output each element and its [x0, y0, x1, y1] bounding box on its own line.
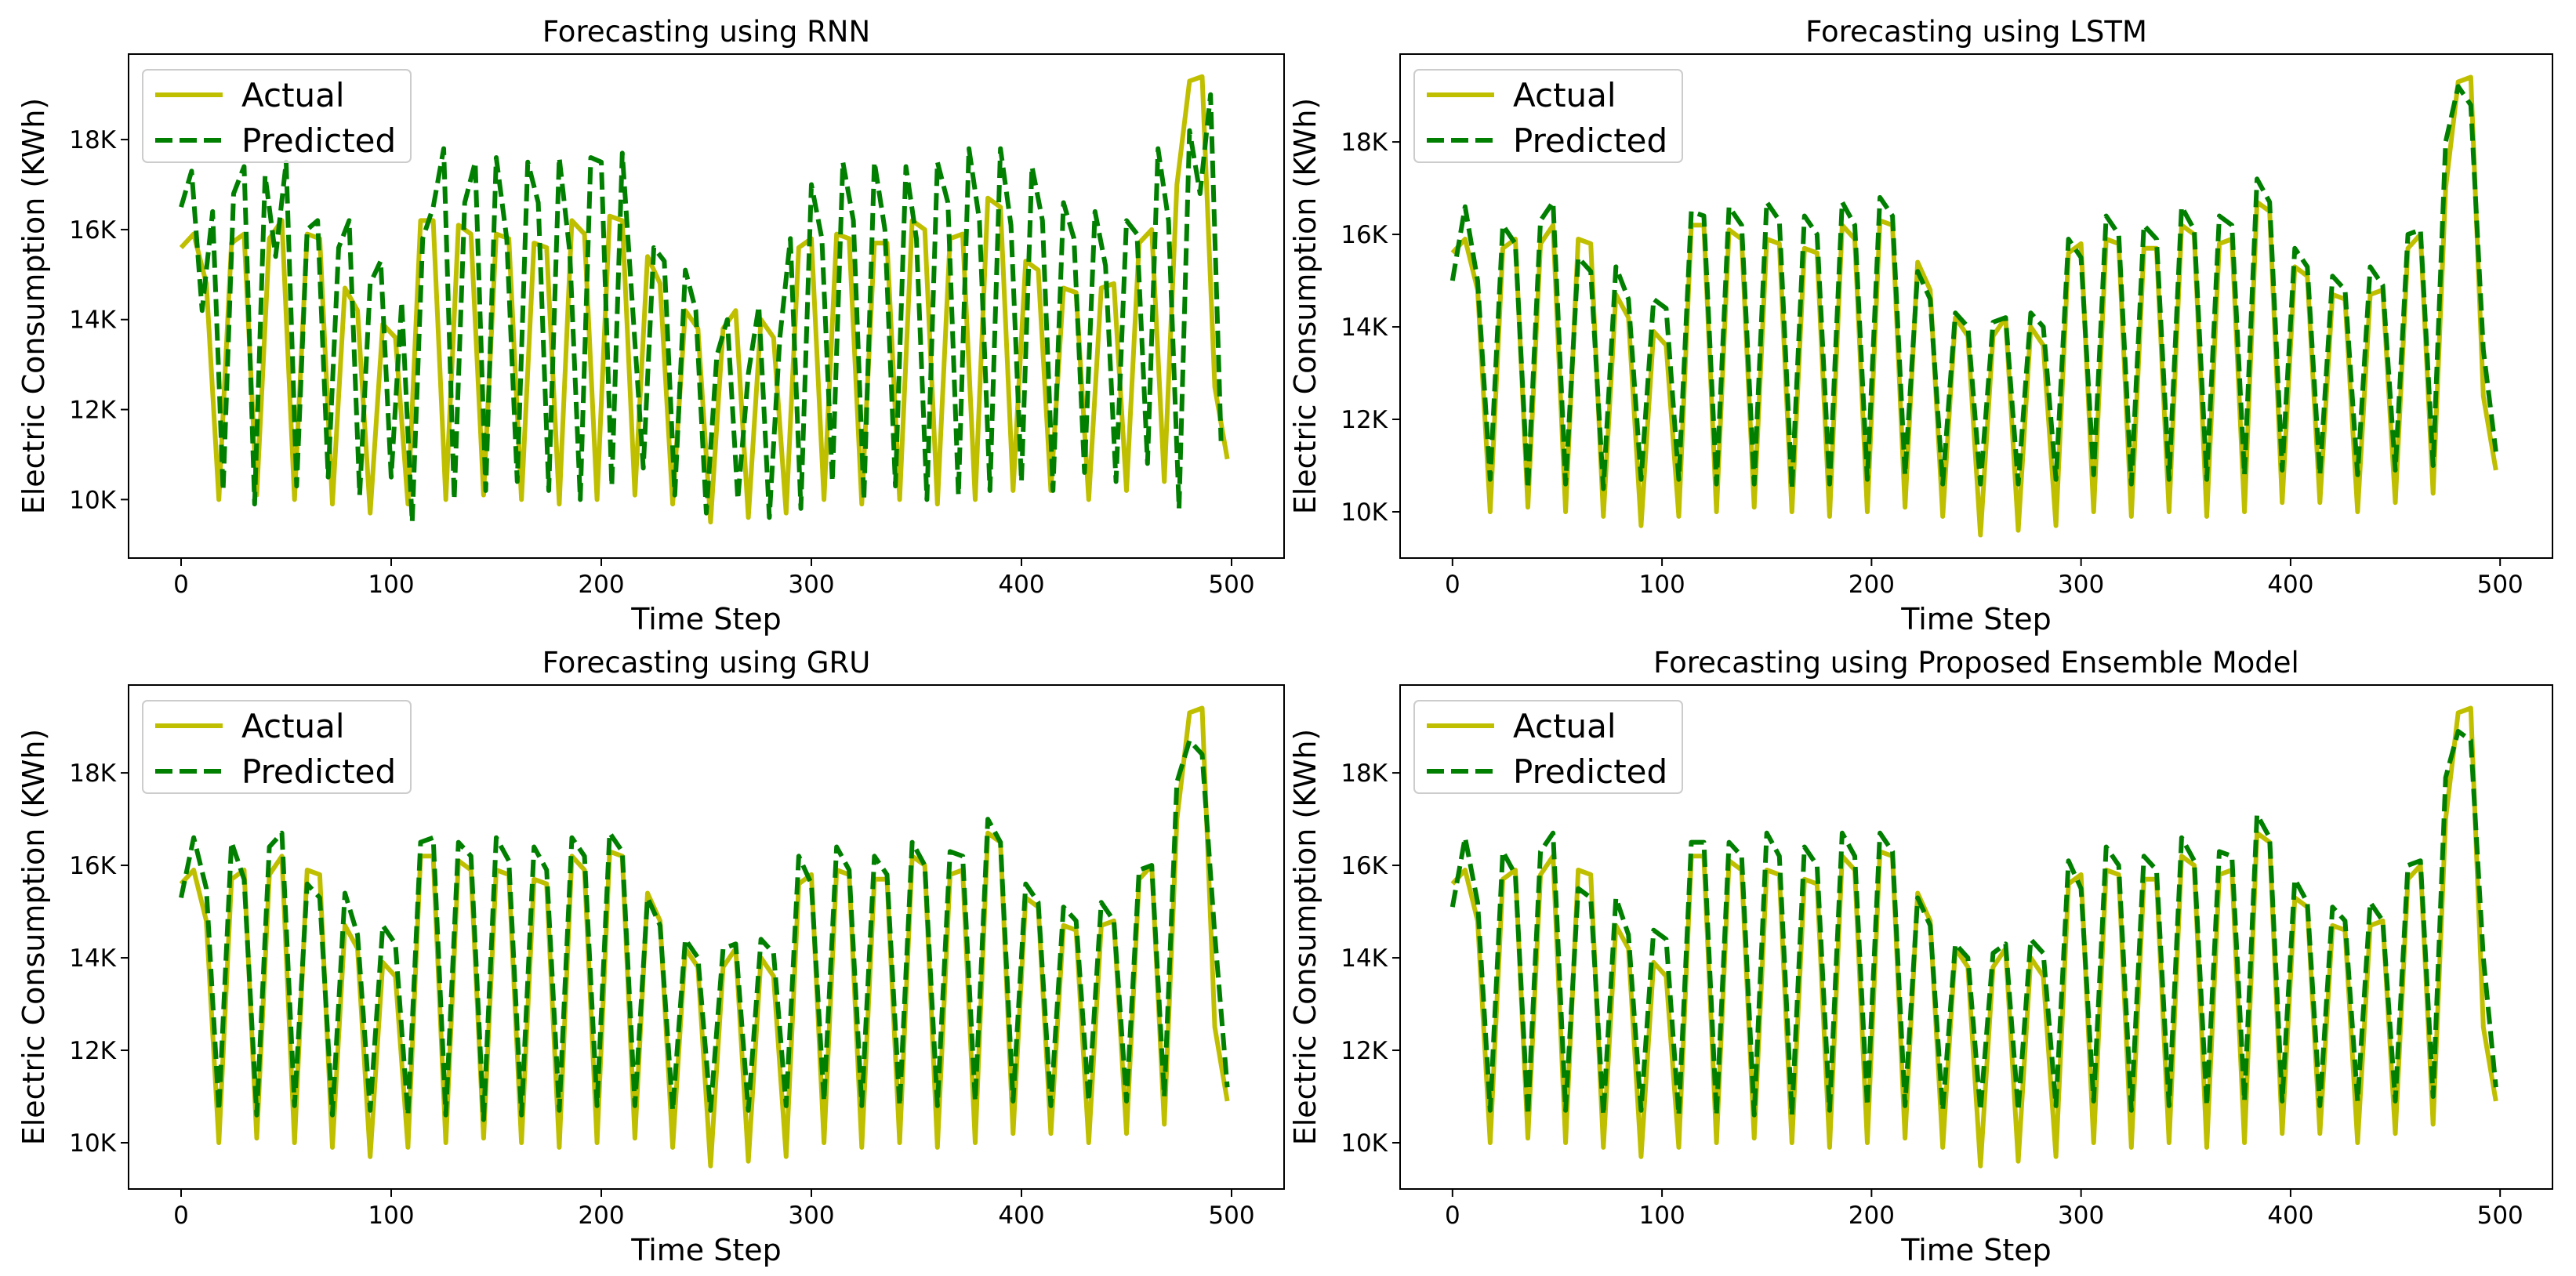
y-tick-label: 18K — [1341, 129, 1388, 157]
plot-frame — [1399, 684, 2553, 1190]
legend-label-actual: Actual — [241, 707, 345, 745]
y-tick-label: 14K — [69, 944, 116, 973]
y-tick-label: 12K — [69, 397, 116, 425]
plot-frame — [128, 684, 1285, 1190]
x-axis-label: Time Step — [630, 602, 782, 636]
chart-title: Forecasting using Proposed Ensemble Mode… — [1653, 646, 2299, 680]
y-axis-label: Electric Consumption (KWh) — [16, 98, 51, 515]
y-tick-label: 10K — [69, 486, 116, 514]
y-tick-label: 12K — [1341, 406, 1388, 434]
rnn-panel: 0 100 200 300 400 500 10K 12K 14K 16K 18K Forecasti… — [16, 15, 1285, 636]
legend-label-predicted: Predicted — [241, 121, 396, 160]
y-tick-label: 18K — [1341, 759, 1388, 788]
legend: Actual Predicted — [142, 69, 412, 163]
y-tick-label: 12K — [69, 1037, 116, 1065]
x-tick-label: 400 — [998, 1202, 1044, 1230]
y-tick-label: 10K — [1341, 498, 1388, 527]
y-tick-label: 14K — [69, 306, 116, 335]
legend-label-predicted: Predicted — [241, 752, 396, 791]
x-tick-label: 0 — [173, 571, 189, 599]
legend-label-predicted: Predicted — [1513, 121, 1667, 160]
x-tick-label: 100 — [1639, 1202, 1685, 1230]
x-tick-label: 500 — [1208, 571, 1254, 599]
chart-title: Forecasting using LSTM — [1805, 15, 2147, 49]
series-line-predicted — [1449, 84, 2498, 491]
legend-label-actual: Actual — [1513, 76, 1616, 114]
y-tick-label: 16K — [1341, 221, 1388, 249]
legend: Actual Predicted — [142, 700, 412, 794]
x-tick-label: 100 — [368, 571, 414, 599]
series-line-predicted — [1449, 729, 2498, 1118]
legend-label-actual: Actual — [1513, 707, 1616, 745]
x-tick-label: 300 — [788, 1202, 834, 1230]
y-tick-label: 16K — [69, 852, 116, 880]
legend-label-actual: Actual — [241, 76, 345, 114]
x-tick-label: 500 — [1208, 1202, 1254, 1230]
ensemble-panel: 0 100 200 300 400 500 10K 12K 14K 16K 18K Forecasti… — [1288, 646, 2553, 1267]
x-tick-label: 100 — [368, 1202, 414, 1230]
x-axis-label: Time Step — [1900, 1233, 2052, 1267]
y-axis-label: Electric Consumption (KWh) — [1288, 729, 1322, 1146]
y-tick-label: 10K — [69, 1129, 116, 1158]
y-tick-label: 16K — [1341, 852, 1388, 880]
y-tick-label: 18K — [69, 126, 116, 154]
x-tick-label: 500 — [2477, 1202, 2523, 1230]
legend: Actual Predicted — [1413, 700, 1683, 794]
y-tick-label: 18K — [69, 759, 116, 788]
y-tick-label: 14K — [1341, 944, 1388, 973]
chart-title: Forecasting using GRU — [542, 646, 871, 680]
x-tick-label: 400 — [2267, 571, 2313, 599]
legend: Actual Predicted — [1413, 69, 1683, 163]
x-tick-label: 200 — [578, 571, 624, 599]
y-tick-label: 16K — [69, 216, 116, 245]
y-tick-label: 10K — [1341, 1129, 1388, 1158]
x-tick-label: 300 — [2058, 571, 2104, 599]
x-tick-label: 0 — [1445, 1202, 1460, 1230]
x-tick-label: 0 — [1445, 571, 1460, 599]
x-tick-label: 0 — [173, 1202, 189, 1230]
plot-frame — [1399, 53, 2553, 559]
x-tick-label: 500 — [2477, 571, 2523, 599]
x-tick-label: 200 — [578, 1202, 624, 1230]
x-tick-label: 400 — [2267, 1202, 2313, 1230]
y-axis-label: Electric Consumption (KWh) — [1288, 98, 1322, 515]
series-line-predicted — [179, 92, 1224, 525]
chart-title: Forecasting using RNN — [542, 15, 870, 49]
x-tick-label: 300 — [788, 571, 834, 599]
y-tick-label: 12K — [1341, 1037, 1388, 1065]
lstm-panel: 0 100 200 300 400 500 10K 12K 14K 16K 18K Forecasti… — [1288, 15, 2553, 636]
x-tick-label: 200 — [1849, 1202, 1895, 1230]
x-tick-label: 400 — [998, 571, 1044, 599]
legend-label-predicted: Predicted — [1513, 752, 1667, 791]
gru-panel: 0 100 200 300 400 500 10K 12K 14K 16K 18K Forecasti… — [16, 646, 1285, 1267]
plot-frame — [128, 53, 1285, 559]
x-tick-label: 300 — [2058, 1202, 2104, 1230]
x-tick-label: 200 — [1849, 571, 1895, 599]
y-axis-label: Electric Consumption (KWh) — [16, 729, 51, 1146]
y-tick-label: 14K — [1341, 314, 1388, 342]
x-axis-label: Time Step — [1900, 602, 2052, 636]
x-axis-label: Time Step — [630, 1233, 782, 1267]
x-tick-label: 100 — [1639, 571, 1685, 599]
